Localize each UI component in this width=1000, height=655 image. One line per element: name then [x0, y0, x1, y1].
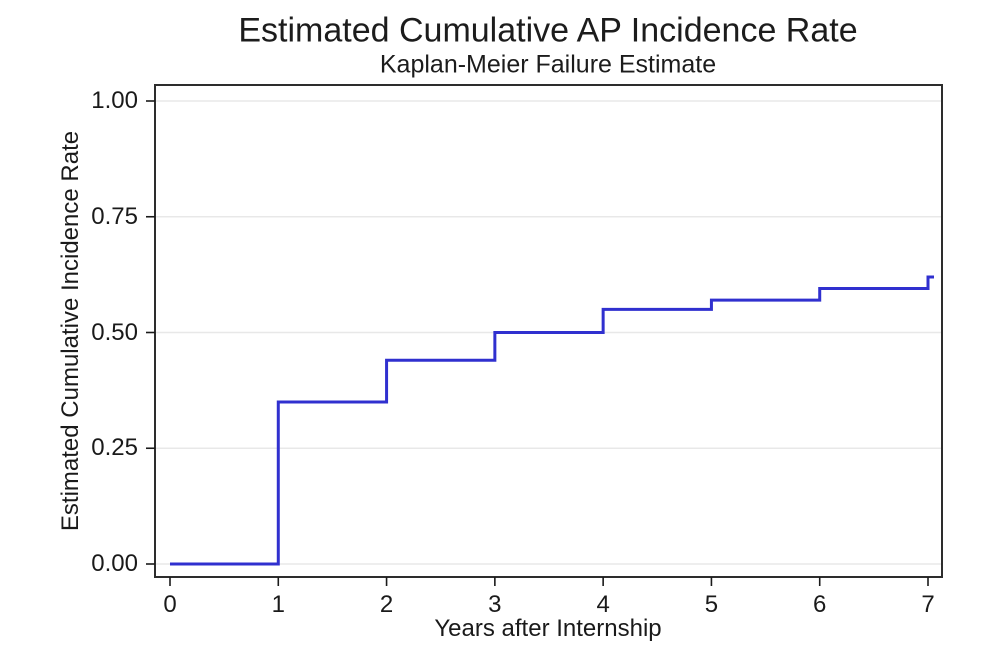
x-tick-label-1: 1: [271, 591, 285, 618]
x-tick-label-7: 7: [921, 591, 935, 618]
y-tick-label-0.00: 0.00: [91, 550, 138, 577]
y-tick-label-1.00: 1.00: [91, 87, 138, 114]
x-tick-label-6: 6: [813, 591, 827, 618]
x-tick-label-2: 2: [379, 591, 394, 618]
chart-subtitle: Kaplan-Meier Failure Estimate: [379, 50, 717, 79]
plot-border: [154, 84, 943, 578]
x-tick-label-0: 0: [163, 591, 177, 618]
km-step-line: [170, 275, 934, 566]
y-tick-label-0.50: 0.50: [91, 318, 138, 346]
x-tick-label-5: 5: [704, 591, 719, 618]
x-tick-label-3: 3: [488, 591, 502, 618]
chart-title: Estimated Cumulative AP Incidence Rate: [238, 11, 858, 50]
x-tick-label-4: 4: [596, 591, 610, 618]
y-tick-label-0.75: 0.75: [91, 202, 138, 230]
x-axis-title: Years after Internship: [434, 615, 662, 642]
y-tick-label-0.25: 0.25: [91, 434, 138, 462]
